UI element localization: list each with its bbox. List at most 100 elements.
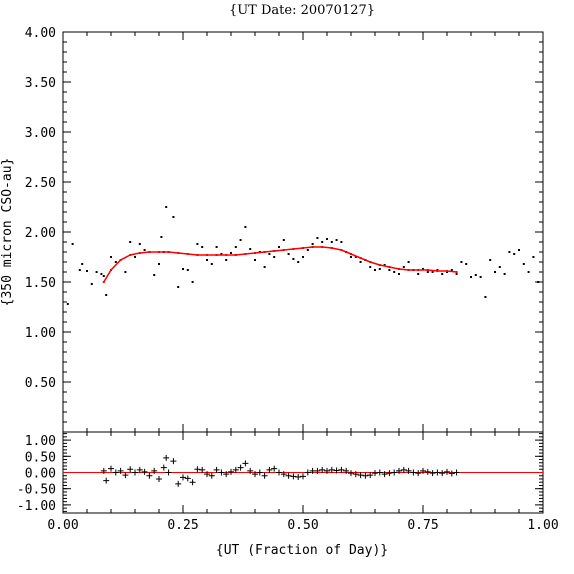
fit-point xyxy=(398,268,400,270)
data-point xyxy=(143,249,146,251)
data-point xyxy=(335,239,338,241)
residual-point xyxy=(189,479,196,486)
main-y-tick-label: 3.00 xyxy=(25,126,56,141)
residual-point xyxy=(304,469,311,476)
residual-point xyxy=(300,473,306,480)
data-point xyxy=(172,216,175,218)
fit-point xyxy=(225,254,228,256)
data-point xyxy=(388,269,391,271)
residual-point xyxy=(328,466,335,473)
residual-point xyxy=(285,472,292,479)
fit-point xyxy=(388,266,391,268)
data-point xyxy=(138,243,141,245)
residual-point xyxy=(314,467,321,474)
data-point xyxy=(316,237,319,239)
residual-point xyxy=(151,467,158,474)
residual-point xyxy=(453,469,460,476)
data-point xyxy=(498,266,501,268)
x-tick-label: 0.25 xyxy=(167,518,198,533)
residual-point xyxy=(290,473,297,480)
residual-point xyxy=(424,468,431,475)
data-point xyxy=(407,261,410,263)
data-point xyxy=(508,251,511,253)
data-point xyxy=(422,268,424,270)
data-point xyxy=(95,271,98,273)
fit-point xyxy=(119,259,122,261)
data-point xyxy=(378,268,381,270)
residual-point xyxy=(429,470,436,477)
resid-y-tick-label: 0.00 xyxy=(25,467,56,482)
data-point xyxy=(234,246,237,248)
fit-point xyxy=(417,269,420,271)
residual-point xyxy=(405,467,412,474)
data-point xyxy=(177,286,180,288)
fit-point xyxy=(378,264,381,266)
data-point xyxy=(369,266,372,268)
residual-point xyxy=(357,472,364,479)
data-point xyxy=(78,269,81,271)
residual-point xyxy=(108,465,114,472)
residual-point xyxy=(223,471,230,478)
residual-point xyxy=(367,472,374,479)
residual-point xyxy=(266,466,273,473)
data-point xyxy=(114,261,117,263)
data-point xyxy=(105,294,108,296)
residual-point xyxy=(319,466,326,473)
residual-point xyxy=(280,471,287,478)
residual-point xyxy=(415,470,422,477)
data-point xyxy=(503,273,506,275)
data-point xyxy=(165,206,168,208)
residual-point xyxy=(343,467,350,474)
data-point xyxy=(244,226,247,228)
data-point xyxy=(206,259,208,261)
fit-point xyxy=(436,270,439,272)
residual-point xyxy=(348,470,354,477)
residual-point xyxy=(391,469,398,476)
data-point xyxy=(431,271,434,273)
data-point xyxy=(494,271,496,273)
data-point xyxy=(537,281,540,283)
fit-point xyxy=(407,269,410,271)
resid-y-tick-label: -0.50 xyxy=(17,483,56,498)
fit-point xyxy=(215,254,218,256)
data-point xyxy=(210,263,213,265)
fit-point xyxy=(302,247,304,249)
data-point xyxy=(474,274,477,276)
resid-y-tick-label: -1.00 xyxy=(17,499,56,514)
residual-point xyxy=(136,466,143,473)
data-point xyxy=(383,264,386,266)
fit-point xyxy=(206,254,208,256)
residual-point xyxy=(381,471,388,478)
residual-point xyxy=(112,469,119,476)
residual-point xyxy=(141,468,148,475)
residual-point xyxy=(127,466,134,473)
residual-point xyxy=(362,472,369,479)
residual-point xyxy=(276,469,282,476)
fit-point xyxy=(129,254,132,256)
fit-point xyxy=(102,281,105,283)
fit-point xyxy=(138,252,141,254)
main-y-tick-label: 1.00 xyxy=(25,326,56,341)
main-y-tick-label: 3.50 xyxy=(25,76,56,91)
main-y-tick-label: 1.50 xyxy=(25,276,56,291)
residual-point xyxy=(146,472,153,479)
residual-point xyxy=(156,475,162,482)
residual-point xyxy=(352,471,359,478)
data-point xyxy=(470,276,472,278)
fit-point xyxy=(359,257,362,259)
x-axis-label: {UT (Fraction of Day)} xyxy=(216,543,388,558)
data-point xyxy=(359,261,362,263)
data-point xyxy=(455,273,458,275)
main-y-tick-label: 0.50 xyxy=(25,376,56,391)
data-point xyxy=(302,256,304,258)
residual-point xyxy=(208,472,215,479)
resid-y-tick-label: 1.00 xyxy=(25,434,56,449)
data-point xyxy=(191,281,194,283)
fit-point xyxy=(350,253,352,255)
residual-point xyxy=(386,470,393,477)
residual-point xyxy=(324,467,330,474)
residual-point xyxy=(400,466,407,473)
fit-point xyxy=(196,254,199,256)
fit-point xyxy=(263,251,266,253)
